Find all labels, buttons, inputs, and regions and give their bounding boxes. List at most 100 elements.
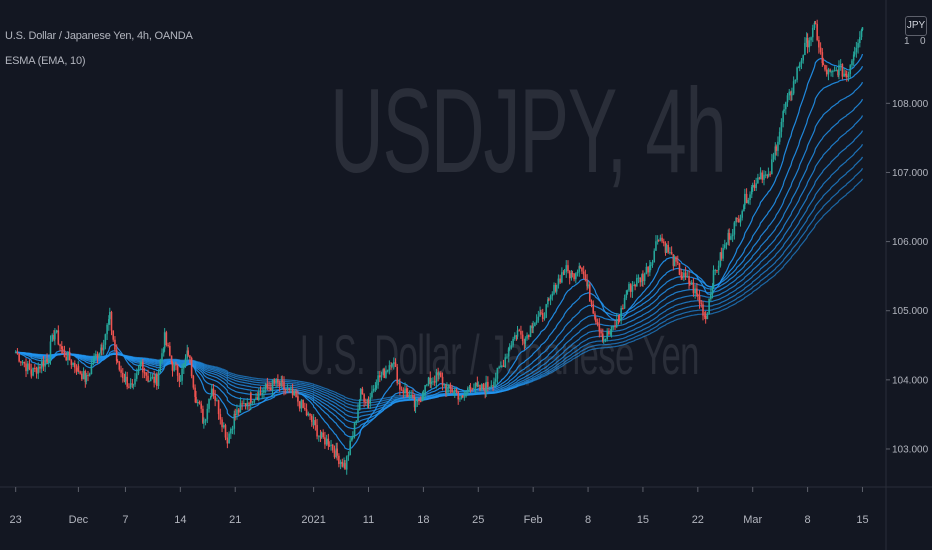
candle-body — [163, 332, 166, 349]
candle — [280, 375, 283, 388]
candle-body — [730, 236, 732, 240]
candle-body — [498, 366, 500, 368]
candle — [764, 170, 767, 179]
candle — [805, 32, 808, 47]
candle — [661, 233, 663, 244]
candle-body — [344, 463, 346, 470]
indicator-legend[interactable]: ESMA (EMA, 10) — [5, 55, 86, 67]
candle-body — [204, 419, 207, 422]
candle-body — [526, 335, 528, 339]
candle — [187, 347, 189, 357]
candle-body — [537, 316, 540, 321]
symbol-legend[interactable]: U.S. Dollar / Japanese Yen, 4h, OANDA — [5, 30, 193, 42]
candle-body — [312, 420, 315, 426]
candle-body — [845, 73, 847, 76]
candle — [438, 371, 440, 380]
candle-body — [860, 29, 863, 38]
candle-body — [524, 338, 527, 344]
candle-body — [488, 386, 491, 388]
candle — [806, 33, 809, 54]
candle — [277, 374, 279, 387]
candle — [697, 293, 699, 301]
candle-body — [383, 368, 385, 378]
candle — [702, 301, 704, 321]
candle — [610, 325, 613, 338]
candle-body — [722, 248, 724, 259]
candle-body — [149, 377, 152, 382]
candle — [246, 398, 249, 410]
candle-body — [88, 374, 91, 376]
candle — [419, 396, 422, 403]
candle — [512, 336, 514, 348]
candle-body — [309, 413, 311, 416]
candle — [694, 284, 696, 299]
candle — [704, 311, 707, 324]
candle-body — [268, 387, 270, 389]
candle-body — [156, 374, 158, 386]
candle-body — [455, 389, 458, 392]
candle-body — [451, 388, 453, 393]
candle-body — [769, 173, 771, 175]
candle — [849, 64, 852, 79]
candle — [65, 352, 67, 362]
candle-body — [441, 376, 444, 386]
candle-body — [365, 401, 367, 403]
candle-body — [540, 312, 542, 314]
candle-body — [74, 363, 76, 368]
candle — [379, 370, 381, 383]
candle — [357, 403, 359, 423]
candle — [634, 283, 636, 291]
candle-body — [514, 335, 516, 339]
candle-body — [714, 270, 717, 272]
candle-body — [273, 381, 276, 384]
candle-body — [806, 37, 809, 48]
candle — [825, 65, 828, 77]
candle-body — [859, 37, 861, 44]
candle — [469, 383, 472, 393]
candle — [622, 304, 624, 310]
candle — [106, 323, 108, 340]
candle — [212, 383, 215, 399]
candle-body — [34, 367, 36, 369]
candle-body — [355, 420, 358, 422]
candle — [563, 268, 566, 275]
candle — [672, 254, 675, 271]
candle — [484, 382, 486, 399]
candle — [257, 388, 260, 402]
candle-body — [641, 274, 643, 283]
candle-body — [147, 375, 149, 382]
candle — [278, 380, 281, 392]
candle-body — [386, 370, 389, 372]
currency-badge[interactable]: JPY — [905, 16, 927, 36]
candle-body — [159, 360, 162, 373]
candle-body — [719, 252, 722, 266]
price-tick-label: 104.000 — [892, 375, 929, 386]
candle-body — [747, 199, 750, 204]
candle-body — [805, 37, 808, 43]
candle-body — [783, 109, 785, 112]
candle-body — [459, 398, 461, 400]
candle-body — [750, 187, 753, 195]
candle — [675, 256, 677, 267]
candle — [268, 381, 270, 392]
candle — [598, 318, 601, 338]
candle — [432, 377, 434, 386]
candle — [645, 262, 648, 275]
candle — [217, 399, 220, 420]
candle-body — [314, 420, 317, 426]
candle-body — [112, 330, 115, 340]
candle-body — [618, 319, 621, 321]
candle — [735, 216, 737, 227]
candle — [325, 434, 328, 446]
candle — [584, 269, 587, 282]
candle — [157, 369, 160, 390]
candle-body — [857, 43, 859, 48]
candle — [101, 342, 103, 356]
candle-body — [345, 456, 348, 470]
candle — [845, 70, 848, 82]
candle — [353, 421, 356, 439]
candle-body — [243, 403, 245, 405]
candle — [243, 399, 245, 405]
